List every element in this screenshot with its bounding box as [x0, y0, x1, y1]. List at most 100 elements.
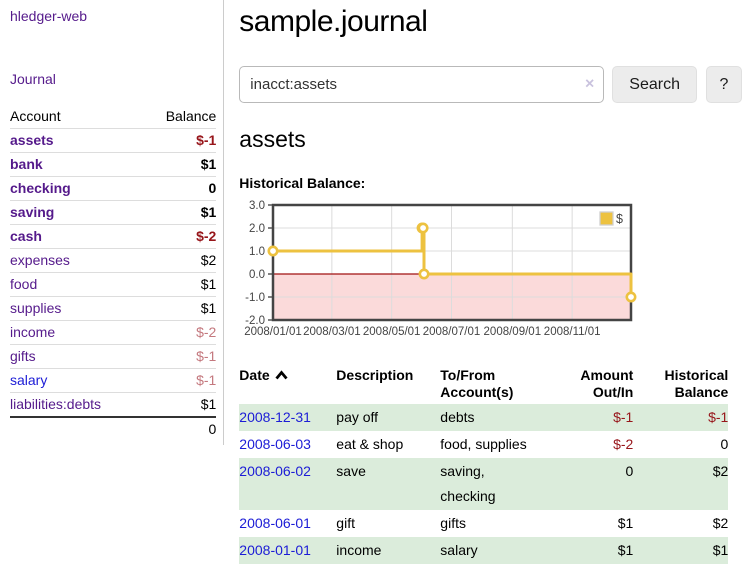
app-window: hledger-web Journal Account Balance asse…	[0, 0, 742, 564]
account-row: gifts $-1	[10, 344, 217, 369]
search-field-wrap: ×	[239, 66, 605, 103]
register-date-link[interactable]: 2008-12-31	[239, 409, 311, 425]
sidebar-item-journal[interactable]: Journal	[10, 71, 56, 87]
sidebar: hledger-web Journal Account Balance asse…	[0, 0, 225, 445]
register-description-cell: gift	[336, 515, 355, 531]
account-row: checking 0	[10, 176, 217, 201]
account-row: salary $-1	[10, 368, 217, 393]
account-row: income $-2	[10, 320, 217, 345]
register-date-cell: 2008-01-01	[239, 537, 336, 564]
chart-title: Historical Balance:	[239, 175, 366, 191]
chart-y-tick-label: 0.0	[249, 269, 265, 281]
account-link-bank[interactable]: bank	[10, 156, 43, 172]
main-content: sample.journal × Search ? assets Histori…	[224, 0, 742, 564]
account-link-gifts[interactable]: gifts	[10, 348, 36, 364]
register-column-header-historical-balance: Historical Balance	[664, 367, 729, 400]
chart-y-tick-label: -1.0	[245, 292, 265, 304]
register-table: Date Description To/From Account(s) Amount Ou…	[239, 367, 729, 564]
account-row: saving $1	[10, 200, 217, 225]
chart-x-tick-label: 2008/05/01	[363, 326, 421, 338]
account-link-liabilities-debts[interactable]: liabilities:debts	[10, 396, 102, 412]
clear-search-icon[interactable]: ×	[584, 74, 595, 92]
register-amount-cell: $-2	[613, 436, 634, 452]
register-accounts-cell: food, supplies	[440, 436, 527, 452]
account-link-expenses[interactable]: expenses	[10, 252, 70, 268]
account-link-saving[interactable]: saving	[10, 204, 55, 220]
register-description-cell: pay off	[336, 409, 379, 425]
register-column-header-description: Description	[336, 367, 414, 383]
search-form: × Search ?	[239, 66, 742, 103]
register-description-cell: save	[336, 463, 366, 479]
register-description-cell: income	[336, 542, 382, 558]
register-description-cell: eat & shop	[336, 436, 404, 452]
chart-y-tick-label: 1.0	[249, 246, 265, 258]
register-balance-cell: $2	[712, 515, 729, 531]
register-column-header-tofrom-accounts: To/From Account(s)	[440, 367, 514, 400]
chart-x-tick-label: 2008/09/01	[484, 326, 542, 338]
page-title: sample.journal	[239, 5, 428, 38]
register-column-header-date[interactable]: Date	[239, 367, 336, 404]
register-date-link[interactable]: 2008-06-03	[239, 436, 311, 452]
help-button[interactable]: ?	[706, 66, 742, 103]
accounts-header-account: Account	[10, 108, 61, 124]
register-date-cell: 2008-06-03	[239, 431, 336, 458]
account-link-assets[interactable]: assets	[10, 132, 54, 148]
register-row: 2008-12-31 pay off debts $-1 $-1	[239, 404, 729, 431]
register-row: 2008-06-02 save saving, checking 0 $2	[239, 458, 729, 510]
register-amount-cell: $-1	[613, 409, 634, 425]
chart-data-point	[418, 268, 430, 280]
search-button[interactable]: Search	[612, 66, 697, 103]
chart-data-point	[267, 245, 279, 257]
account-heading: assets	[239, 126, 306, 152]
account-link-checking[interactable]: checking	[10, 180, 71, 196]
account-row: bank $1	[10, 152, 217, 177]
accounts-header-row: Account Balance	[10, 106, 216, 129]
account-balance: $1	[142, 200, 217, 225]
account-row: expenses $2	[10, 248, 217, 273]
account-balance: $2	[142, 248, 217, 273]
register-balance-cell: $1	[712, 542, 729, 558]
chart-legend-label: $	[616, 212, 623, 226]
account-row: supplies $1	[10, 296, 217, 321]
register-date-link[interactable]: 2008-06-01	[239, 515, 311, 531]
account-balance: 0	[142, 176, 217, 201]
account-row: cash $-2	[10, 224, 217, 249]
account-balance: $1	[142, 272, 217, 297]
chart-box: 3.0 2.0 1.0 0.0 -1.0 -2.0 2008/01/01 2008/03/01…	[239, 199, 742, 344]
chart-x-tick-label: 2008/11/01	[544, 326, 601, 338]
app-title-link[interactable]: hledger-web	[10, 8, 88, 24]
register-date-link[interactable]: 2008-06-02	[239, 463, 311, 479]
account-balance: $-1	[142, 344, 217, 369]
account-balance: $-1	[142, 128, 217, 153]
account-row: assets $-1	[10, 128, 217, 153]
accounts-total-row: 0	[10, 416, 217, 441]
accounts-total-value: 0	[142, 416, 217, 441]
accounts-header-balance: Balance	[165, 108, 217, 124]
account-balance: $-2	[142, 224, 217, 249]
register-amount-cell: 0	[625, 463, 634, 479]
account-row: food $1	[10, 272, 217, 297]
account-link-income[interactable]: income	[10, 324, 56, 340]
chart-y-tick-label: -2.0	[245, 315, 265, 327]
account-balance: $1	[142, 296, 217, 321]
register-balance-cell: 0	[720, 436, 729, 452]
account-balance: $1	[142, 392, 217, 417]
account-link-salary[interactable]: salary	[10, 372, 48, 388]
account-link-supplies[interactable]: supplies	[10, 300, 62, 316]
register-date-link[interactable]: 2008-01-01	[239, 542, 311, 558]
register-row: 2008-01-01 income salary $1 $1	[239, 537, 729, 564]
register-header-row: Date Description To/From Account(s) Amount Ou…	[239, 367, 728, 404]
search-input[interactable]	[239, 66, 605, 103]
register-date-cell: 2008-12-31	[239, 404, 336, 431]
chart-x-tick-label: 2008/03/01	[303, 326, 361, 338]
account-balance: $1	[142, 152, 217, 177]
account-row: liabilities:debts $1	[10, 392, 217, 417]
register-amount-cell: $1	[617, 542, 634, 558]
account-link-food[interactable]: food	[10, 276, 38, 292]
chart-y-tick-label: 2.0	[249, 223, 265, 235]
register-row: 2008-06-03 eat & shop food, supplies $-2 0	[239, 431, 728, 458]
register-accounts-cell: salary	[440, 542, 478, 558]
account-link-cash[interactable]: cash	[10, 228, 42, 244]
chart-x-tick-label: 2008/01/01	[245, 326, 303, 338]
register-accounts-cell: debts	[440, 409, 475, 425]
